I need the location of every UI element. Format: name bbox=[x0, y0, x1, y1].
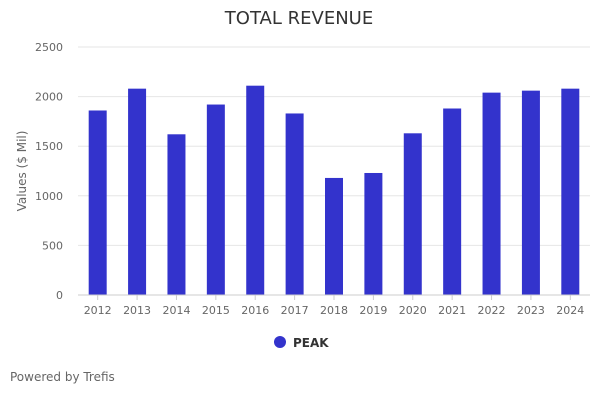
x-tick-label: 2023 bbox=[517, 304, 545, 317]
x-tick-label: 2012 bbox=[84, 304, 112, 317]
x-tick-label: 2018 bbox=[320, 304, 348, 317]
y-tick-label: 1000 bbox=[35, 190, 63, 203]
legend-marker bbox=[274, 336, 286, 348]
x-tick-label: 2017 bbox=[281, 304, 309, 317]
chart-title: TOTAL REVENUE bbox=[224, 8, 373, 29]
y-tick-label: 2000 bbox=[35, 91, 63, 104]
bar-2018[interactable] bbox=[325, 177, 343, 295]
x-tick-label: 2021 bbox=[438, 304, 466, 317]
y-tick-label: 500 bbox=[42, 239, 63, 252]
x-tick-label: 2015 bbox=[202, 304, 230, 317]
y-tick-label: 0 bbox=[56, 289, 63, 302]
powered-by-credit: Powered by Trefis bbox=[10, 370, 115, 384]
x-tick-label: 2022 bbox=[478, 304, 506, 317]
y-tick-label: 2500 bbox=[35, 41, 63, 54]
legend[interactable]: PEAK bbox=[274, 336, 329, 350]
bar-2017[interactable] bbox=[285, 113, 304, 296]
x-tick-label: 2014 bbox=[162, 304, 190, 317]
bar-2013[interactable] bbox=[128, 88, 147, 295]
x-tick-label: 2024 bbox=[556, 304, 584, 317]
gridlines bbox=[78, 46, 590, 246]
bar-2016[interactable] bbox=[246, 85, 265, 295]
x-tick-label: 2019 bbox=[359, 304, 387, 317]
legend-label: PEAK bbox=[293, 336, 329, 350]
bar-2020[interactable] bbox=[403, 133, 422, 295]
bar-2015[interactable] bbox=[206, 104, 225, 295]
y-tick-label: 1500 bbox=[35, 140, 63, 153]
x-tick-label: 2013 bbox=[123, 304, 151, 317]
x-tick-label: 2016 bbox=[241, 304, 269, 317]
x-tick-label: 2020 bbox=[399, 304, 427, 317]
bar-2021[interactable] bbox=[443, 108, 462, 295]
x-axis-ticks: 2012 2013 2014 2015 2016 2017 2018 2019 2020 2021… bbox=[84, 295, 584, 317]
bar-2024[interactable] bbox=[561, 88, 580, 295]
bar-2022[interactable] bbox=[482, 92, 501, 295]
bar-2012[interactable] bbox=[88, 110, 107, 295]
bar-series-peak bbox=[88, 85, 580, 296]
bar-2019[interactable] bbox=[364, 172, 383, 295]
y-axis-ticks: 0 500 1000 1500 2000 2500 bbox=[35, 41, 63, 302]
y-axis-title: Values ($ Mil) bbox=[15, 131, 29, 212]
bar-2023[interactable] bbox=[521, 90, 540, 295]
bar-2014[interactable] bbox=[167, 134, 186, 295]
